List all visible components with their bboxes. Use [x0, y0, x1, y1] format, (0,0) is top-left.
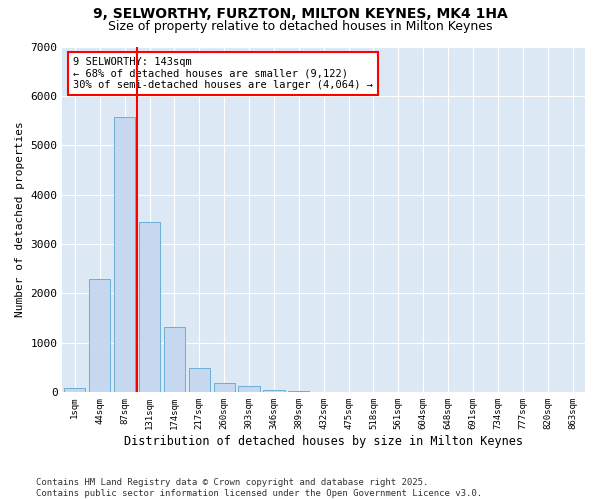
Y-axis label: Number of detached properties: Number of detached properties — [15, 122, 25, 317]
Text: 9 SELWORTHY: 143sqm
← 68% of detached houses are smaller (9,122)
30% of semi-det: 9 SELWORTHY: 143sqm ← 68% of detached ho… — [73, 57, 373, 90]
Bar — [89, 279, 110, 392]
X-axis label: Distribution of detached houses by size in Milton Keynes: Distribution of detached houses by size … — [124, 434, 523, 448]
Text: Contains HM Land Registry data © Crown copyright and database right 2025.
Contai: Contains HM Land Registry data © Crown c… — [36, 478, 482, 498]
Bar — [64, 388, 85, 392]
Bar — [238, 386, 260, 392]
Bar — [164, 327, 185, 392]
Text: 9, SELWORTHY, FURZTON, MILTON KEYNES, MK4 1HA: 9, SELWORTHY, FURZTON, MILTON KEYNES, MK… — [92, 8, 508, 22]
Bar — [189, 368, 210, 392]
Text: Size of property relative to detached houses in Milton Keynes: Size of property relative to detached ho… — [108, 20, 492, 33]
Bar — [263, 390, 284, 392]
Bar — [114, 117, 135, 392]
Bar — [214, 382, 235, 392]
Bar — [139, 222, 160, 392]
